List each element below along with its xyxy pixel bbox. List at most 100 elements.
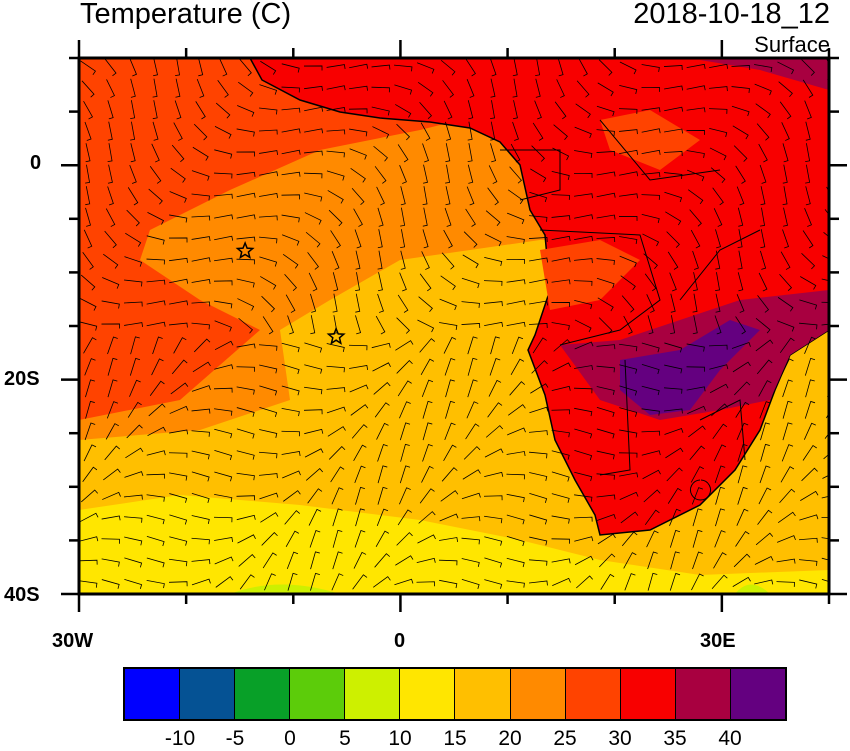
colorbar-label: 10 <box>388 727 412 750</box>
wind-barb <box>551 171 570 181</box>
wind-barb <box>146 514 165 525</box>
wind-barb <box>260 276 277 290</box>
wind-barb <box>488 165 498 184</box>
wind-barb <box>623 315 633 335</box>
wind-barb <box>355 486 365 505</box>
wind-barb <box>191 515 210 524</box>
wind-barb <box>665 447 684 459</box>
wind-barb <box>326 85 346 91</box>
wind-barb <box>420 358 435 376</box>
wind-barb <box>647 315 654 335</box>
wind-barb <box>465 58 476 77</box>
wind-barb <box>129 58 138 77</box>
wind-barb <box>776 320 795 332</box>
wind-barb <box>152 336 163 355</box>
wind-barb <box>107 121 113 141</box>
wind-barb <box>529 536 548 546</box>
wind-barb <box>353 208 363 227</box>
wind-barb <box>79 321 98 331</box>
wind-barb <box>282 253 299 269</box>
wind-barb <box>236 192 256 198</box>
wind-barb <box>647 572 658 591</box>
wind-barb <box>619 149 639 155</box>
wind-barb <box>715 272 721 292</box>
wind-barb <box>551 450 570 460</box>
wind-barb <box>171 359 188 375</box>
wind-barb <box>124 279 143 287</box>
wind-barb <box>709 127 728 138</box>
wind-barb <box>756 123 770 141</box>
wind-barb <box>377 443 388 462</box>
wind-barb <box>238 317 253 334</box>
wind-barb <box>169 278 189 284</box>
colorbar-label: -5 <box>225 727 245 750</box>
wind-barb <box>191 236 211 242</box>
wind-barb <box>168 581 188 587</box>
wind-barb <box>191 170 210 181</box>
wind-barb <box>262 316 274 335</box>
wind-barb <box>376 186 385 206</box>
wind-barb <box>281 407 300 417</box>
wind-barb <box>308 508 322 526</box>
wind-barb <box>127 401 142 418</box>
wind-barb <box>735 316 746 335</box>
wind-barb <box>709 364 729 370</box>
wind-barb <box>422 143 429 163</box>
wind-barb <box>483 280 503 286</box>
wind-barb <box>304 386 323 395</box>
land-hot-region <box>560 58 829 420</box>
wind-barb <box>641 128 661 134</box>
wind-barb <box>439 579 458 589</box>
wind-barb <box>528 559 548 566</box>
wind-barb <box>442 80 454 98</box>
wind-barb <box>125 232 142 247</box>
wind-barb <box>394 84 413 95</box>
wind-barb <box>510 358 525 376</box>
wind-barb <box>215 576 234 588</box>
wind-barb <box>467 379 478 398</box>
wind-barb <box>641 64 660 72</box>
wind-barb <box>191 408 211 414</box>
wind-barb <box>664 342 683 353</box>
wind-barb <box>758 487 772 505</box>
wind-barb <box>307 252 319 270</box>
wind-barb <box>149 380 165 397</box>
wind-barb <box>80 60 96 76</box>
wind-barb <box>236 236 256 242</box>
wind-barb <box>127 187 139 206</box>
star-marker <box>235 240 255 260</box>
wind-barb <box>552 362 571 372</box>
wind-barb <box>484 301 503 307</box>
wind-barb <box>754 579 774 585</box>
wind-barb <box>129 164 137 184</box>
wind-barb <box>421 379 434 398</box>
wind-barb <box>214 364 234 370</box>
wind-barb <box>669 529 681 548</box>
wind-barb <box>191 385 211 392</box>
wind-barb <box>669 272 677 292</box>
wind-barb <box>466 401 479 419</box>
wind-barb <box>574 299 593 310</box>
wind-barb <box>326 129 346 135</box>
wind-barb <box>191 215 211 221</box>
wind-barb <box>715 486 725 505</box>
wind-barb <box>104 445 120 461</box>
wind-barb <box>619 236 638 245</box>
wind-barb <box>574 555 594 566</box>
wind-barb <box>804 400 816 419</box>
wind-barb <box>236 386 255 395</box>
wind-barb <box>191 322 210 330</box>
wind-barb <box>619 407 638 417</box>
wind-barb <box>101 515 121 521</box>
wind-barb <box>664 106 684 112</box>
wind-barb <box>686 130 705 135</box>
wind-barb <box>373 382 391 395</box>
wind-barb <box>596 258 615 265</box>
wind-barb <box>783 207 788 227</box>
wind-barb <box>664 428 684 435</box>
wind-barb <box>596 428 615 439</box>
wind-barb <box>461 558 480 567</box>
wind-barb <box>597 533 616 545</box>
wind-barb <box>802 79 814 98</box>
wind-barb <box>463 231 478 248</box>
